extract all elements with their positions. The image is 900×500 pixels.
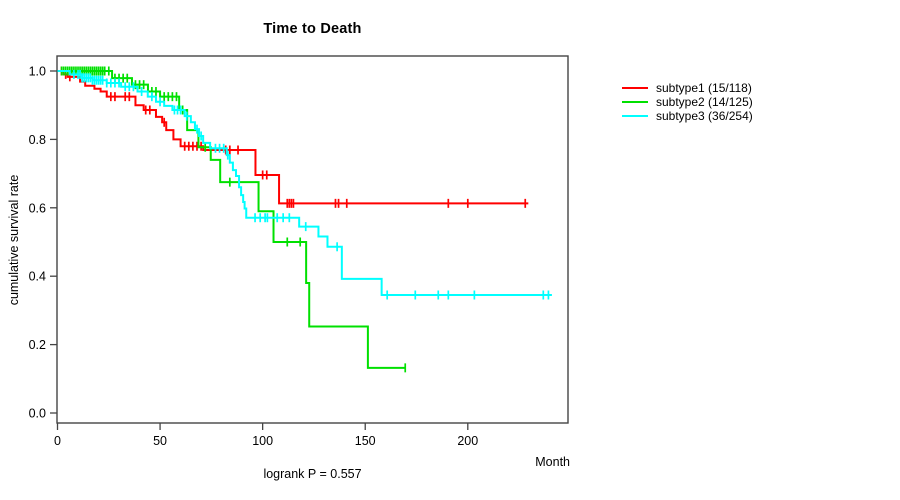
- logrank-pvalue-text: logrank P = 0.557: [263, 467, 362, 481]
- x-tick-label: 100: [252, 434, 273, 448]
- x-axis-title: Month: [535, 455, 570, 469]
- survival-curve-3: [57, 70, 552, 297]
- legend-label-subtype2: subtype2 (14/125): [656, 95, 753, 109]
- survival-curve-1: [57, 70, 529, 205]
- x-tick-label: 150: [355, 434, 376, 448]
- legend-item-subtype1: subtype1 (15/118): [622, 81, 753, 95]
- y-tick-label: 1.0: [29, 65, 46, 79]
- legend-line-swatch-subtype2: [622, 101, 648, 103]
- legend-line-swatch-subtype1: [622, 87, 648, 89]
- y-tick-label: 0.0: [29, 407, 46, 421]
- legend: subtype1 (15/118) subtype2 (14/125) subt…: [622, 81, 753, 123]
- y-tick-label: 0.6: [29, 201, 46, 215]
- survival-curve-2: [57, 70, 406, 369]
- y-tick-label: 0.8: [29, 133, 46, 147]
- x-tick-label: 50: [153, 434, 167, 448]
- legend-line-swatch-subtype3: [622, 115, 648, 117]
- chart-title: Time to Death: [263, 21, 362, 37]
- x-tick-label: 0: [54, 434, 61, 448]
- legend-item-subtype3: subtype3 (36/254): [622, 109, 753, 123]
- y-axis-title: cumulative survival rate: [7, 174, 21, 306]
- y-tick-label: 0.4: [29, 270, 46, 284]
- legend-item-subtype2: subtype2 (14/125): [622, 95, 753, 109]
- legend-label-subtype1: subtype1 (15/118): [656, 81, 752, 95]
- x-tick-label: 200: [457, 434, 478, 448]
- y-tick-label: 0.2: [29, 338, 46, 352]
- plot-box: [56, 55, 569, 424]
- legend-label-subtype3: subtype3 (36/254): [656, 109, 753, 123]
